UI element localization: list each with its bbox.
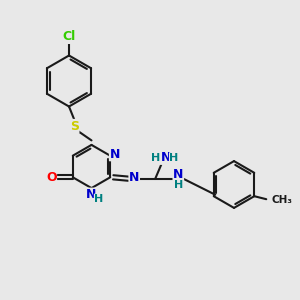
Text: N: N <box>173 168 184 181</box>
Text: H: H <box>169 153 179 163</box>
Text: N: N <box>86 188 97 201</box>
Text: H: H <box>94 194 103 204</box>
Text: H: H <box>152 153 161 163</box>
Text: N: N <box>160 151 171 164</box>
Text: O: O <box>46 171 56 184</box>
Text: CH₃: CH₃ <box>272 195 293 205</box>
Text: N: N <box>129 171 140 184</box>
Text: Cl: Cl <box>62 30 76 44</box>
Text: H: H <box>174 180 183 190</box>
Text: S: S <box>70 119 79 133</box>
Text: N: N <box>110 148 120 161</box>
